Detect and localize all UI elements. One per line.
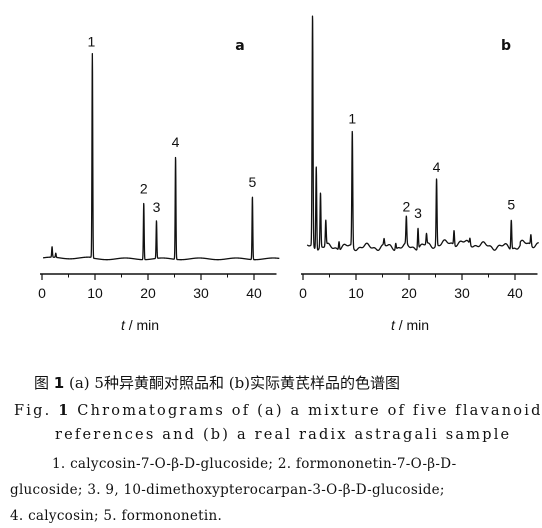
caption-english-line-1: Fig. 1 Chromatograms of (a) a mixture of…: [14, 402, 542, 419]
x-tick-label-a-0: 0: [38, 285, 46, 301]
caption-chinese: 图 1 (a) 5种异黄酮对照品和 (b)实际黄芪样品的色谱图: [34, 372, 400, 393]
compound-legend-line-1: 1. calycosin-7-O-β-D-glucoside; 2. formo…: [52, 456, 457, 472]
x-axis-label-b: t / min: [391, 317, 429, 333]
x-tick-label-a-2: 20: [140, 285, 156, 301]
compound-legend-line-2: glucoside; 3. 9, 10-dimethoxypterocarpan…: [10, 482, 445, 498]
x-tick-label-a-4: 40: [246, 285, 262, 301]
x-tick-label-a-1: 10: [87, 285, 103, 301]
caption-cn-text: (a) 5种异黄酮对照品和 (b)实际黄芪样品的色谱图: [64, 374, 401, 392]
caption-en-prefix: Fig.: [14, 403, 59, 419]
peak-label-b-2: 2: [402, 199, 410, 215]
x-tick-label-b-0: 0: [299, 285, 307, 301]
peak-label-b-4: 4: [433, 159, 441, 175]
chromatogram-trace-a: [42, 53, 280, 261]
peak-label-b-5: 5: [507, 197, 515, 213]
caption-cn-prefix: 图: [34, 374, 54, 392]
caption-english-line-2: references and (b) a real radix astragal…: [55, 427, 512, 443]
caption-en-text-1: Chromatograms of (a) a mixture of five f…: [70, 403, 542, 419]
peak-label-a-3: 3: [153, 199, 161, 215]
x-tick-label-b-2: 20: [401, 285, 417, 301]
x-tick-label-b-1: 10: [348, 285, 364, 301]
peak-label-b-1: 1: [348, 111, 356, 127]
peak-label-a-4: 4: [172, 134, 180, 150]
panel-label-a: a: [235, 38, 244, 54]
peak-label-a-5: 5: [249, 174, 257, 190]
x-tick-label-b-4: 40: [507, 285, 523, 301]
compound-legend-line-3: 4. calycosin; 5. formononetin.: [10, 508, 223, 524]
caption-en-number: 1: [58, 402, 71, 419]
peak-label-a-2: 2: [140, 180, 148, 196]
chromatogram-trace-b: [306, 15, 540, 252]
caption-cn-number: 1: [53, 374, 65, 392]
panel-label-b: b: [501, 38, 511, 54]
x-tick-label-b-3: 30: [454, 285, 470, 301]
peak-label-a-1: 1: [87, 33, 95, 49]
peak-label-b-3: 3: [414, 205, 422, 221]
x-tick-label-a-3: 30: [193, 285, 209, 301]
x-axis-label-a: t / min: [121, 317, 159, 333]
